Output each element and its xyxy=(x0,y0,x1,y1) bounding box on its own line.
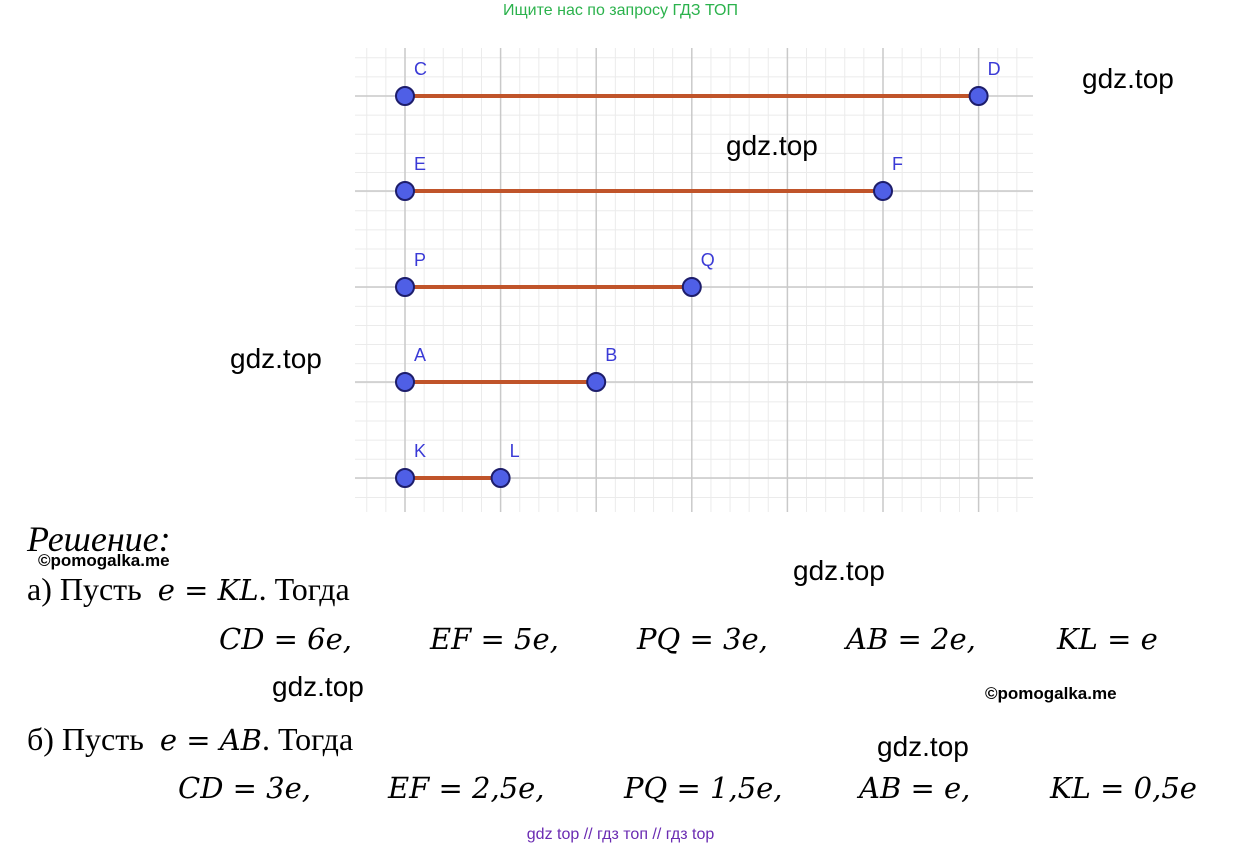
part-a-result: CD = 6e, xyxy=(219,622,353,656)
point-F xyxy=(873,181,893,201)
watermark-gdz: gdz.top xyxy=(793,555,885,586)
watermark-copyright: ©pomogalka.me xyxy=(985,684,1117,703)
part-a-intro: а) Пусть e = KL. Тогда xyxy=(27,571,350,608)
point-label-B: B xyxy=(605,345,617,365)
part-a-prefix: а) Пусть xyxy=(27,571,142,607)
point-D xyxy=(968,86,989,106)
part-a-result: AB = 2e, xyxy=(846,622,976,656)
point-label-Q: Q xyxy=(701,250,715,270)
point-P xyxy=(395,277,415,297)
watermark-gdz: gdz.top xyxy=(726,130,818,161)
part-a-result: KL = e xyxy=(1057,622,1158,656)
part-b-result: CD = 3e, xyxy=(178,771,312,805)
part-a-result: PQ = 3e, xyxy=(637,622,768,656)
search-hint-link[interactable]: Ищите нас по запросу ГДЗ ТОП xyxy=(503,2,738,19)
part-b-result: AB = e, xyxy=(859,771,971,805)
segments-figure: C D E F P Q A B K L xyxy=(355,48,1033,512)
part-a-result: EF = 5e, xyxy=(430,622,559,656)
watermark-copyright: ©pomogalka.me xyxy=(38,551,170,570)
segments: C D E F P Q A B K L xyxy=(395,59,1001,488)
point-Q xyxy=(681,277,702,297)
point-L xyxy=(490,468,511,488)
part-b-prefix: б) Пусть xyxy=(27,721,144,757)
point-label-P: P xyxy=(414,250,426,270)
point-label-D: D xyxy=(988,59,1001,79)
point-A xyxy=(395,372,415,392)
point-label-K: K xyxy=(414,441,426,461)
part-a-suffix: . Тогда xyxy=(258,571,350,607)
point-label-F: F xyxy=(892,154,903,174)
point-label-C: C xyxy=(414,59,427,79)
part-b-result: PQ = 1,5e, xyxy=(624,771,783,805)
watermark-gdz: gdz.top xyxy=(877,731,969,762)
point-C xyxy=(395,86,415,106)
part-b-intro: б) Пусть e = AB. Тогда xyxy=(27,721,353,758)
part-b-result: KL = 0,5e xyxy=(1050,771,1197,805)
point-label-L: L xyxy=(510,441,520,461)
point-K xyxy=(395,468,415,488)
point-label-A: A xyxy=(414,345,426,365)
part-b-result: EF = 2,5e, xyxy=(388,771,545,805)
watermark-gdz: gdz.top xyxy=(1082,63,1174,94)
part-b-unit: e = AB xyxy=(159,723,262,757)
solution-heading: Решение: xyxy=(27,519,171,559)
watermark-gdz: gdz.top xyxy=(272,671,364,702)
point-E xyxy=(395,181,415,201)
watermark-gdz: gdz.top xyxy=(230,343,322,374)
point-B xyxy=(586,372,607,392)
part-b-suffix: . Тогда xyxy=(261,721,354,757)
point-label-E: E xyxy=(414,154,426,174)
part-a-unit: e = KL xyxy=(157,573,259,607)
footer-links[interactable]: gdz top // гдз топ // гдз top xyxy=(526,826,715,843)
